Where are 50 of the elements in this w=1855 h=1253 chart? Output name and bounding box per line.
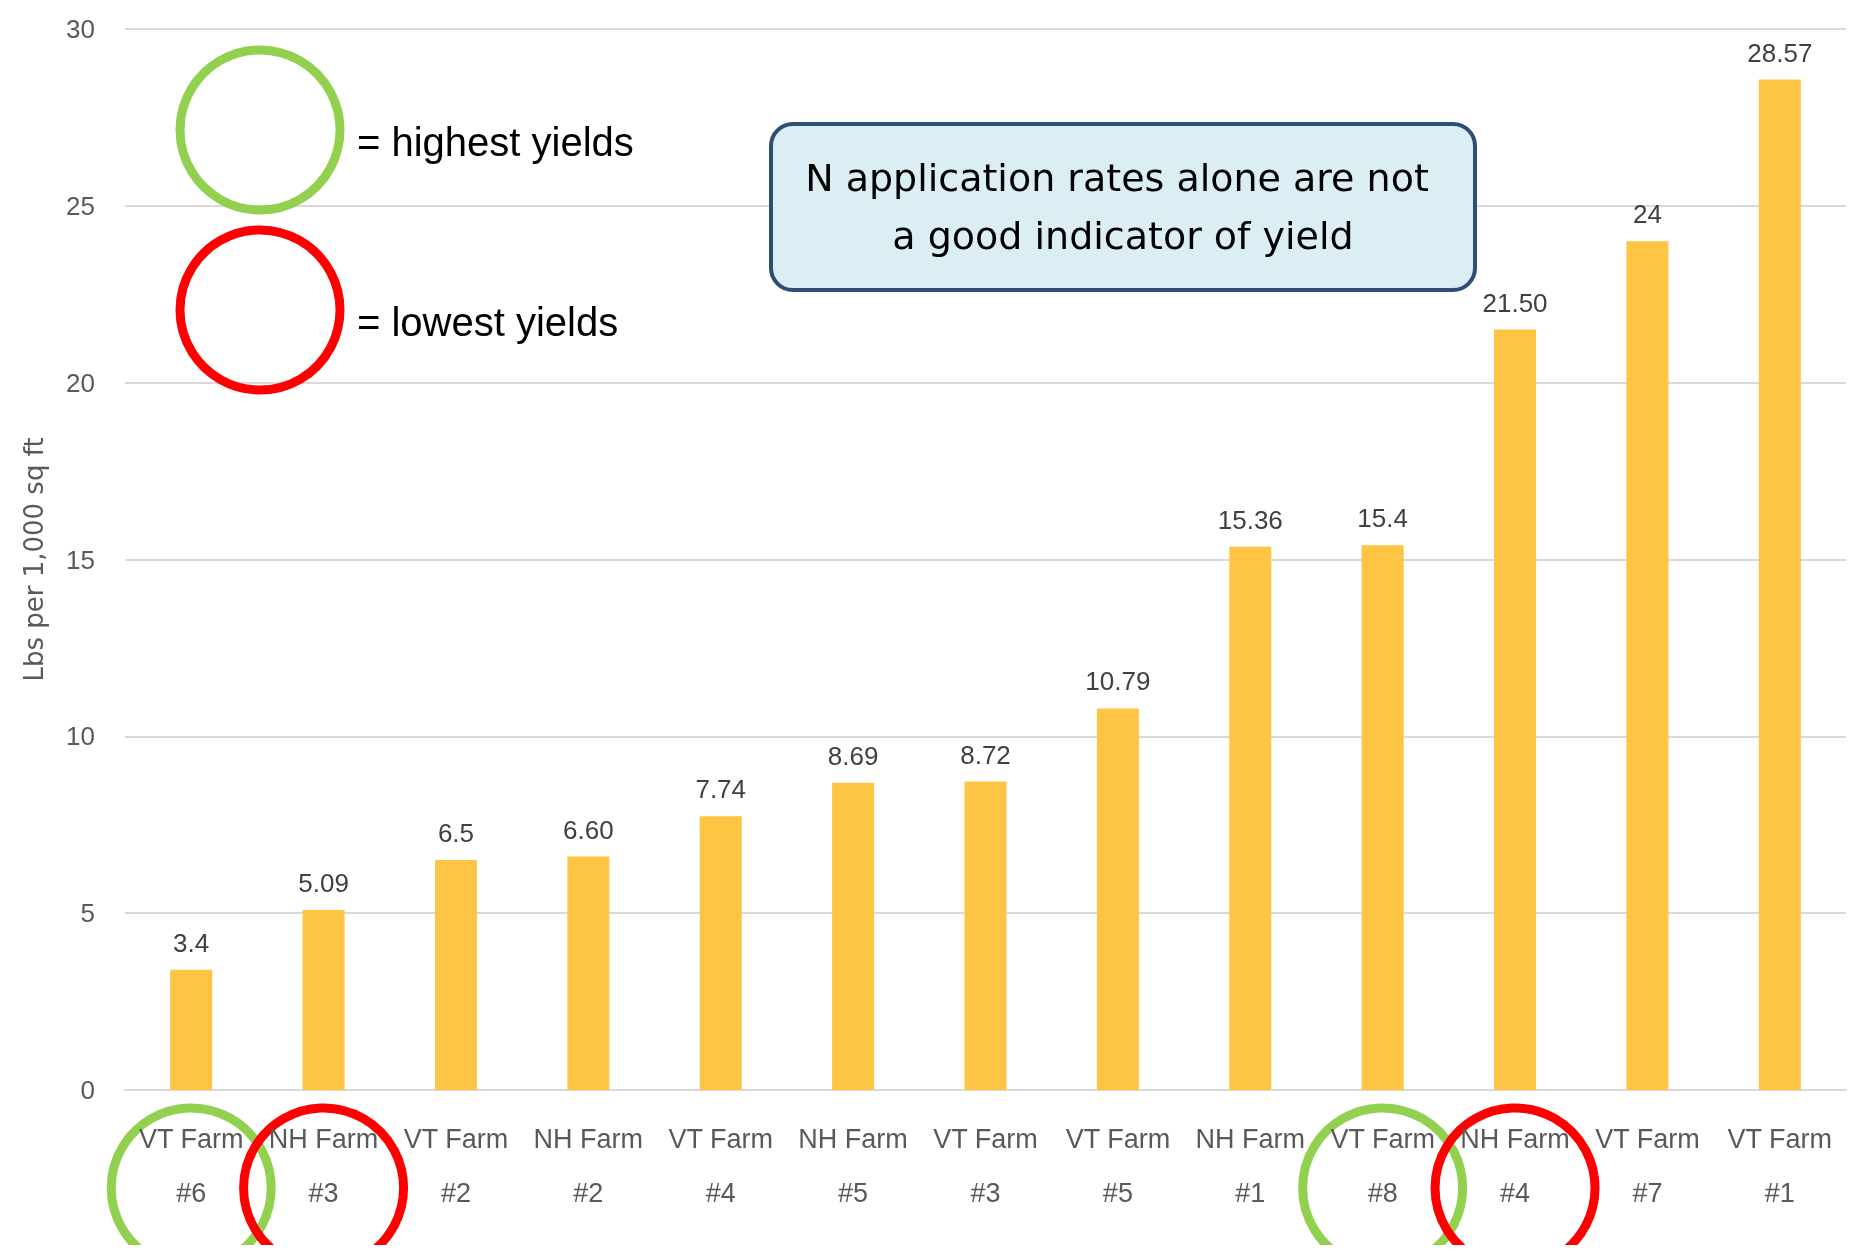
annotation: = highest yields (357, 120, 634, 164)
annotation: = lowest yields (357, 300, 619, 344)
y-tick-label: 5 (80, 898, 95, 929)
y-tick-label: 10 (66, 721, 95, 752)
data-label: 3.4 (173, 927, 210, 958)
data-label: 24 (1632, 199, 1662, 230)
bar (1626, 241, 1669, 1090)
bar (170, 969, 213, 1090)
y-axis-title: Lbs per 1,000 sq ft (19, 437, 49, 682)
data-label: 8.72 (960, 739, 1011, 770)
bar (1096, 708, 1139, 1090)
y-tick-label: 30 (66, 14, 95, 44)
bar (1361, 545, 1404, 1090)
x-tick-label: VT Farm #2 (403, 1124, 509, 1208)
bar (434, 860, 477, 1090)
bar (1494, 329, 1537, 1090)
data-label: 6.5 (437, 818, 475, 849)
bar (302, 909, 345, 1090)
bar (964, 781, 1007, 1090)
x-tick-label: NH Farm #4 (1460, 1124, 1570, 1208)
x-tick-label: VT Farm #6 (138, 1124, 244, 1208)
y-tick-label: 15 (66, 544, 95, 575)
data-label: 7.74 (695, 774, 747, 805)
bar (567, 856, 610, 1090)
annotation: N application rates alone are not a good indicator of yield (805, 156, 1441, 258)
x-tick-label: VT Farm #5 (1065, 1124, 1171, 1208)
data-label: 10.79 (1085, 666, 1151, 697)
data-label: 21.50 (1482, 287, 1548, 318)
data-label: 5.09 (298, 867, 349, 898)
x-tick-label: VT Farm #3 (933, 1124, 1038, 1208)
data-label: 15.36 (1217, 504, 1283, 535)
y-tick-label: 0 (80, 1075, 95, 1105)
x-tick-label: NH Farm #1 (1195, 1124, 1306, 1208)
bar (1758, 79, 1801, 1090)
x-tick-label: VT Farm #8 (1330, 1124, 1435, 1208)
y-tick-label: 25 (66, 190, 95, 221)
data-label: 6.60 (563, 814, 614, 845)
data-label: 15.4 (1357, 503, 1408, 534)
x-tick-label: VT Farm #4 (668, 1124, 773, 1208)
x-tick-label: NH Farm #5 (798, 1124, 908, 1208)
x-tick-label: VT Farm #1 (1727, 1124, 1833, 1208)
y-tick-label: 20 (66, 367, 95, 398)
bar (699, 816, 742, 1090)
bar (832, 782, 875, 1090)
x-tick-label: NH Farm #3 (268, 1124, 379, 1208)
data-label: 28.57 (1747, 37, 1813, 68)
bar (1229, 546, 1272, 1090)
data-label: 8.69 (827, 740, 879, 771)
x-tick-label: VT Farm #7 (1595, 1124, 1700, 1208)
x-tick-label: NH Farm #2 (533, 1124, 644, 1208)
